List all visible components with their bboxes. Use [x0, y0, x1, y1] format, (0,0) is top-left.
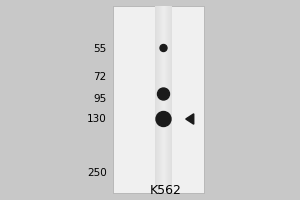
Bar	[160, 6, 161, 193]
Bar	[168, 6, 169, 193]
Bar	[159, 6, 160, 193]
Circle shape	[156, 112, 171, 127]
Bar	[155, 6, 156, 193]
Circle shape	[158, 88, 169, 100]
Bar	[165, 6, 166, 193]
Bar	[164, 6, 165, 193]
Bar	[157, 6, 158, 193]
Bar	[155, 6, 172, 193]
Circle shape	[160, 45, 167, 51]
Bar	[171, 6, 172, 193]
Bar	[167, 6, 168, 193]
Bar	[162, 6, 163, 193]
Bar	[166, 6, 167, 193]
Text: 72: 72	[93, 72, 106, 82]
Text: 130: 130	[87, 114, 106, 124]
Bar	[169, 6, 170, 193]
Bar	[156, 6, 157, 193]
Bar	[112, 6, 204, 193]
Bar	[161, 6, 162, 193]
Text: 55: 55	[93, 44, 106, 54]
Bar	[163, 6, 164, 193]
Text: 95: 95	[93, 94, 106, 104]
Polygon shape	[186, 114, 194, 124]
Bar	[170, 6, 171, 193]
Text: K562: K562	[150, 184, 181, 197]
Bar	[158, 6, 159, 193]
Text: 250: 250	[87, 168, 106, 178]
